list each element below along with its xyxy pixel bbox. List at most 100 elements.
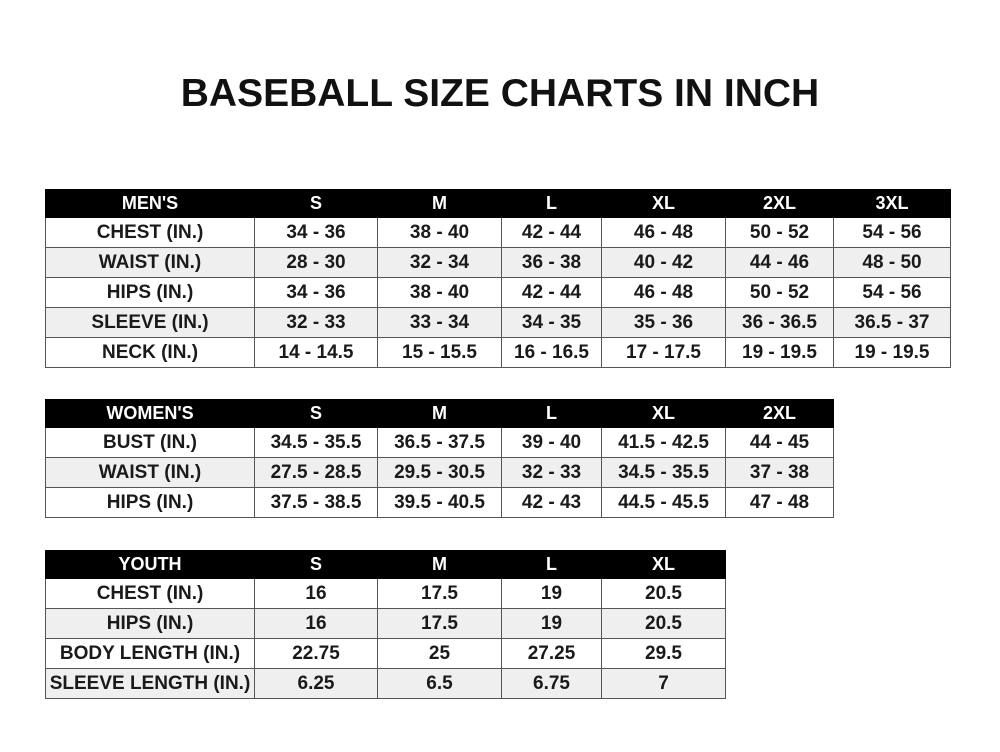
size-value: 34.5 - 35.5 bbox=[601, 457, 726, 488]
size-value: 6.25 bbox=[254, 668, 378, 699]
measurement-label: CHEST (IN.) bbox=[45, 217, 255, 248]
size-value: 16 bbox=[254, 608, 378, 639]
size-value: 22.75 bbox=[254, 638, 378, 669]
size-value: 38 - 40 bbox=[377, 217, 502, 248]
mens-size-table: MEN'S S M L XL 2XL 3XL CHEST (IN.) 34 - 36 38 - 4… bbox=[45, 189, 951, 368]
size-value: 40 - 42 bbox=[601, 247, 726, 278]
category-header: MEN'S bbox=[45, 189, 255, 218]
size-header: M bbox=[377, 399, 502, 428]
size-value: 19 bbox=[501, 608, 602, 639]
size-value: 46 - 48 bbox=[601, 277, 726, 308]
size-value: 44 - 45 bbox=[725, 427, 834, 458]
size-value: 34 - 36 bbox=[254, 217, 378, 248]
table-row: SLEEVE (IN.) 32 - 33 33 - 34 34 - 35 35 - 36… bbox=[45, 307, 951, 338]
size-value: 19 bbox=[501, 578, 602, 609]
size-value: 20.5 bbox=[601, 578, 726, 609]
table-header-row: MEN'S S M L XL 2XL 3XL bbox=[45, 189, 951, 218]
category-header: YOUTH bbox=[45, 550, 255, 579]
page-title: BASEBALL SIZE CHARTS IN INCH bbox=[180, 72, 820, 115]
size-value: 17 - 17.5 bbox=[601, 337, 726, 368]
category-header: WOMEN'S bbox=[45, 399, 255, 428]
size-value: 32 - 33 bbox=[254, 307, 378, 338]
size-value: 34 - 36 bbox=[254, 277, 378, 308]
measurement-label: HIPS (IN.) bbox=[45, 277, 255, 308]
size-value: 39.5 - 40.5 bbox=[377, 487, 502, 518]
measurement-label: SLEEVE LENGTH (IN.) bbox=[45, 668, 255, 699]
size-value: 41.5 - 42.5 bbox=[601, 427, 726, 458]
size-value: 34 - 35 bbox=[501, 307, 602, 338]
size-value: 36 - 38 bbox=[501, 247, 602, 278]
measurement-label: WAIST (IN.) bbox=[45, 247, 255, 278]
size-value: 32 - 34 bbox=[377, 247, 502, 278]
size-value: 19 - 19.5 bbox=[833, 337, 951, 368]
table-header-row: WOMEN'S S M L XL 2XL bbox=[45, 399, 834, 428]
size-value: 28 - 30 bbox=[254, 247, 378, 278]
table-row: HIPS (IN.) 34 - 36 38 - 40 42 - 44 46 - 48 50… bbox=[45, 277, 951, 308]
size-header: 2XL bbox=[725, 399, 834, 428]
size-value: 7 bbox=[601, 668, 726, 699]
table-row: WAIST (IN.) 28 - 30 32 - 34 36 - 38 40 - 42 4… bbox=[45, 247, 951, 278]
measurement-label: SLEEVE (IN.) bbox=[45, 307, 255, 338]
table-row: CHEST (IN.) 34 - 36 38 - 40 42 - 44 46 - 48 5… bbox=[45, 217, 951, 248]
measurement-label: BODY LENGTH (IN.) bbox=[45, 638, 255, 669]
youth-size-table: YOUTH S M L XL CHEST (IN.) 16 17.5 19 20.5 HIPS (I… bbox=[45, 550, 726, 699]
size-value: 27.25 bbox=[501, 638, 602, 669]
table-header-row: YOUTH S M L XL bbox=[45, 550, 726, 579]
table-row: BUST (IN.) 34.5 - 35.5 36.5 - 37.5 39 - 40 4… bbox=[45, 427, 834, 458]
size-header: S bbox=[254, 399, 378, 428]
size-value: 16 bbox=[254, 578, 378, 609]
size-value: 29.5 bbox=[601, 638, 726, 669]
size-value: 34.5 - 35.5 bbox=[254, 427, 378, 458]
size-value: 37 - 38 bbox=[725, 457, 834, 488]
size-header: XL bbox=[601, 399, 726, 428]
size-value: 20.5 bbox=[601, 608, 726, 639]
size-value: 36 - 36.5 bbox=[725, 307, 834, 338]
womens-size-table: WOMEN'S S M L XL 2XL BUST (IN.) 34.5 - 35.5 36.5… bbox=[45, 399, 834, 518]
size-value: 48 - 50 bbox=[833, 247, 951, 278]
table-row: SLEEVE LENGTH (IN.) 6.25 6.5 6.75 7 bbox=[45, 668, 726, 699]
table-row: HIPS (IN.) 16 17.5 19 20.5 bbox=[45, 608, 726, 639]
size-value: 44 - 46 bbox=[725, 247, 834, 278]
size-value: 38 - 40 bbox=[377, 277, 502, 308]
size-value: 46 - 48 bbox=[601, 217, 726, 248]
size-value: 27.5 - 28.5 bbox=[254, 457, 378, 488]
size-header: M bbox=[377, 550, 502, 579]
table-row: HIPS (IN.) 37.5 - 38.5 39.5 - 40.5 42 - 43 4… bbox=[45, 487, 834, 518]
size-value: 33 - 34 bbox=[377, 307, 502, 338]
size-header: XL bbox=[601, 550, 726, 579]
size-value: 37.5 - 38.5 bbox=[254, 487, 378, 518]
size-value: 29.5 - 30.5 bbox=[377, 457, 502, 488]
size-header: S bbox=[254, 189, 378, 218]
size-value: 44.5 - 45.5 bbox=[601, 487, 726, 518]
size-value: 42 - 44 bbox=[501, 217, 602, 248]
size-value: 17.5 bbox=[377, 608, 502, 639]
size-value: 36.5 - 37 bbox=[833, 307, 951, 338]
size-value: 16 - 16.5 bbox=[501, 337, 602, 368]
size-value: 50 - 52 bbox=[725, 277, 834, 308]
size-value: 15 - 15.5 bbox=[377, 337, 502, 368]
measurement-label: CHEST (IN.) bbox=[45, 578, 255, 609]
size-value: 42 - 43 bbox=[501, 487, 602, 518]
size-value: 54 - 56 bbox=[833, 217, 951, 248]
size-header: S bbox=[254, 550, 378, 579]
size-value: 6.75 bbox=[501, 668, 602, 699]
size-header: L bbox=[501, 550, 602, 579]
table-row: WAIST (IN.) 27.5 - 28.5 29.5 - 30.5 32 - 33… bbox=[45, 457, 834, 488]
size-value: 39 - 40 bbox=[501, 427, 602, 458]
table-row: NECK (IN.) 14 - 14.5 15 - 15.5 16 - 16.5 17 … bbox=[45, 337, 951, 368]
size-header: 2XL bbox=[725, 189, 834, 218]
size-header: XL bbox=[601, 189, 726, 218]
size-value: 54 - 56 bbox=[833, 277, 951, 308]
size-header: L bbox=[501, 189, 602, 218]
table-row: BODY LENGTH (IN.) 22.75 25 27.25 29.5 bbox=[45, 638, 726, 669]
size-value: 36.5 - 37.5 bbox=[377, 427, 502, 458]
size-value: 19 - 19.5 bbox=[725, 337, 834, 368]
size-value: 47 - 48 bbox=[725, 487, 834, 518]
size-value: 17.5 bbox=[377, 578, 502, 609]
measurement-label: BUST (IN.) bbox=[45, 427, 255, 458]
size-value: 32 - 33 bbox=[501, 457, 602, 488]
measurement-label: HIPS (IN.) bbox=[45, 487, 255, 518]
measurement-label: NECK (IN.) bbox=[45, 337, 255, 368]
size-value: 50 - 52 bbox=[725, 217, 834, 248]
measurement-label: HIPS (IN.) bbox=[45, 608, 255, 639]
